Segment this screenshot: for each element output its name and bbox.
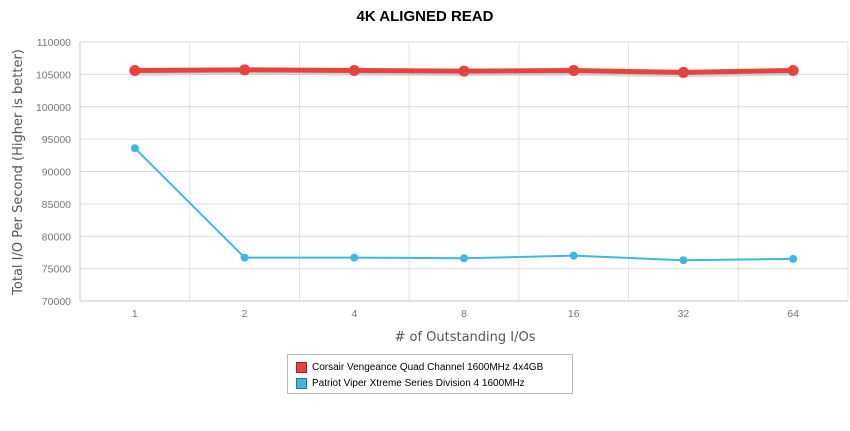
- series-lines: [129, 64, 799, 265]
- data-point-patriot: [569, 251, 578, 260]
- data-point-corsair: [348, 64, 360, 76]
- x-tick-label: 64: [787, 308, 799, 320]
- data-point-corsair: [458, 65, 470, 77]
- data-point-patriot: [789, 254, 798, 263]
- x-tick-label: 8: [461, 308, 467, 320]
- x-tick-labels: 1 2 4 8 16 32 64: [132, 308, 799, 320]
- legend-label: Patriot Viper Xtreme Series Division 4 1…: [312, 377, 525, 389]
- y-tick-label: 100000: [36, 102, 71, 114]
- y-tick-label: 80000: [42, 231, 71, 243]
- y-axis-label: Total I/O Per Second (Higher is better): [11, 49, 26, 296]
- data-point-patriot: [679, 256, 688, 265]
- x-axis-label: # of Outstanding I/Os: [394, 330, 535, 345]
- data-point-patriot: [240, 253, 249, 262]
- data-point-corsair: [568, 64, 580, 76]
- chart-title: 4K ALIGNED READ: [356, 8, 494, 25]
- y-tick-label: 75000: [42, 264, 71, 276]
- x-tick-label: 4: [351, 308, 357, 320]
- legend: Corsair Vengeance Quad Channel 1600MHz 4…: [287, 354, 573, 394]
- x-tick-label: 2: [242, 308, 248, 320]
- data-point-corsair: [677, 66, 689, 78]
- axes: [79, 42, 848, 302]
- y-tick-label: 90000: [42, 167, 71, 179]
- y-tick-label: 110000: [37, 37, 71, 49]
- legend-item-patriot: Patriot Viper Xtreme Series Division 4 1…: [296, 376, 525, 390]
- legend-label: Corsair Vengeance Quad Channel 1600MHz 4…: [312, 361, 544, 373]
- y-tick-label: 105000: [36, 69, 71, 81]
- legend-swatch-blue: [296, 377, 307, 389]
- x-tick-label: 16: [568, 308, 580, 320]
- y-tick-label: 70000: [42, 296, 71, 308]
- data-point-patriot: [350, 253, 359, 262]
- data-point-patriot: [460, 254, 468, 263]
- data-point-patriot: [130, 144, 139, 153]
- data-point-corsair: [129, 64, 141, 76]
- y-tick-label: 85000: [42, 199, 71, 211]
- data-point-corsair: [239, 64, 251, 76]
- x-tick-label: 32: [678, 308, 690, 320]
- legend-swatch-red: [296, 361, 307, 373]
- y-tick-label: 95000: [42, 134, 71, 146]
- data-point-corsair: [787, 64, 799, 76]
- legend-item-corsair: Corsair Vengeance Quad Channel 1600MHz 4…: [296, 360, 543, 374]
- x-tick-label: 1: [132, 308, 138, 320]
- y-tick-labels: 70000 75000 80000 85000 90000 95000 100000 1050…: [36, 37, 71, 308]
